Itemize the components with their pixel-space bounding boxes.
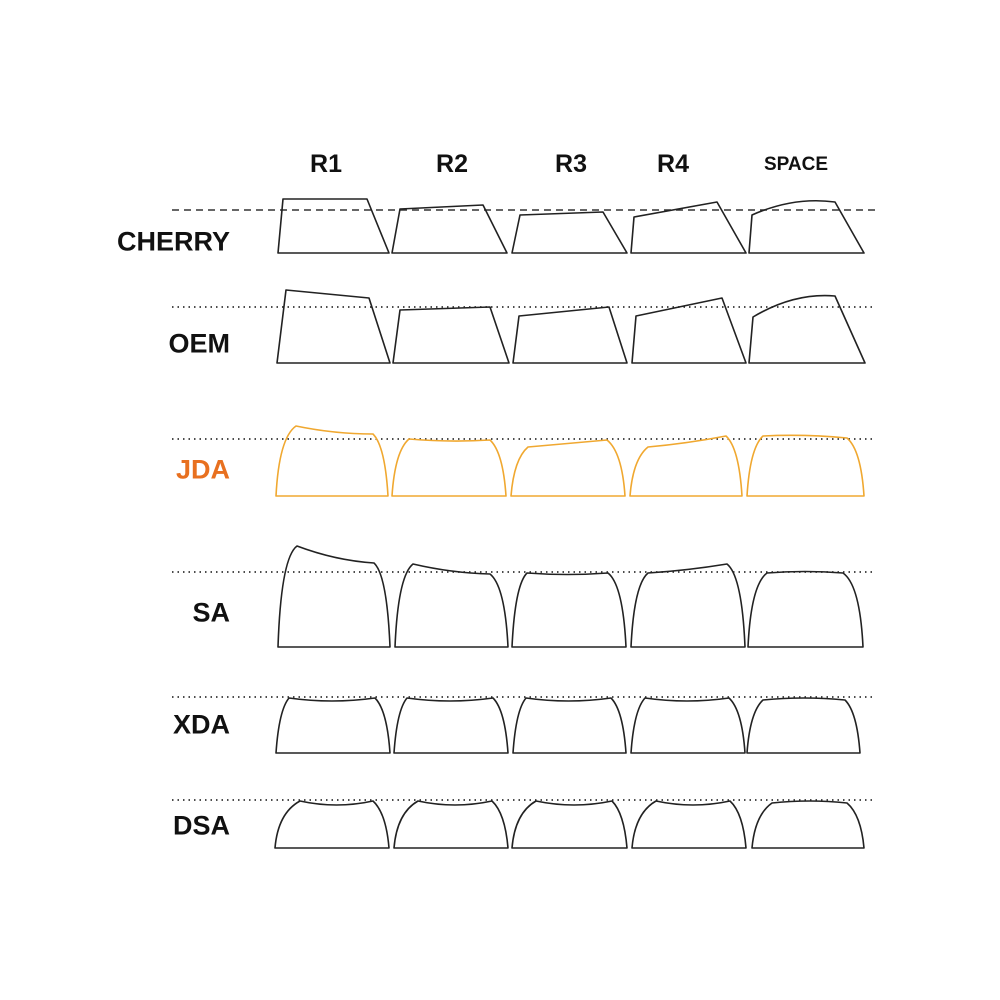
keycap-sa-r2: [394, 563, 509, 648]
column-label-r4: R4: [657, 150, 689, 178]
keycap-oem-r2: [392, 306, 510, 364]
keycap-oem-space: [748, 294, 866, 364]
keycap-cherry-r1: [277, 198, 390, 254]
keycap-cherry-r4: [630, 201, 747, 254]
profile-label-cherry: CHERRY: [116, 226, 230, 257]
keycap-cherry-r2: [391, 204, 508, 254]
keycap-dsa-r1: [274, 800, 390, 849]
keycap-oem-r4: [631, 297, 747, 364]
keycap-sa-space: [747, 570, 864, 648]
profile-label-sa: SA: [192, 597, 230, 628]
keycap-jda-r4: [629, 435, 743, 497]
keycap-oem-r3: [512, 306, 628, 364]
keycap-dsa-r2: [393, 800, 509, 849]
keycap-cherry-space: [748, 199, 865, 254]
profile-label-jda: JDA: [175, 454, 230, 485]
column-label-space: SPACE: [763, 154, 829, 175]
keycap-xda-space: [746, 697, 861, 754]
column-label-r2: R2: [436, 150, 468, 178]
keycap-sa-r1: [277, 545, 391, 648]
keycap-xda-r4: [630, 697, 746, 754]
column-label-r1: R1: [310, 150, 342, 178]
keycap-dsa-r3: [511, 800, 628, 849]
keycap-sa-r3: [511, 572, 627, 648]
keycap-jda-r2: [391, 438, 507, 497]
keycap-xda-r2: [393, 697, 509, 754]
keycap-jda-r3: [510, 439, 626, 497]
keycap-xda-r3: [512, 697, 627, 754]
column-label-r3: R3: [555, 150, 587, 178]
keycap-jda-r1: [275, 425, 389, 497]
keycap-cherry-r3: [511, 211, 628, 254]
keycap-sa-r4: [630, 563, 746, 648]
profile-label-oem: OEM: [168, 328, 230, 359]
keycap-xda-r1: [275, 697, 391, 754]
profile-label-dsa: DSA: [172, 810, 230, 841]
profile-label-xda: XDA: [172, 709, 230, 740]
keycap-dsa-space: [751, 800, 865, 849]
keycap-dsa-r4: [631, 800, 747, 849]
keycap-oem-r1: [276, 289, 391, 364]
keycap-jda-space: [746, 434, 865, 497]
